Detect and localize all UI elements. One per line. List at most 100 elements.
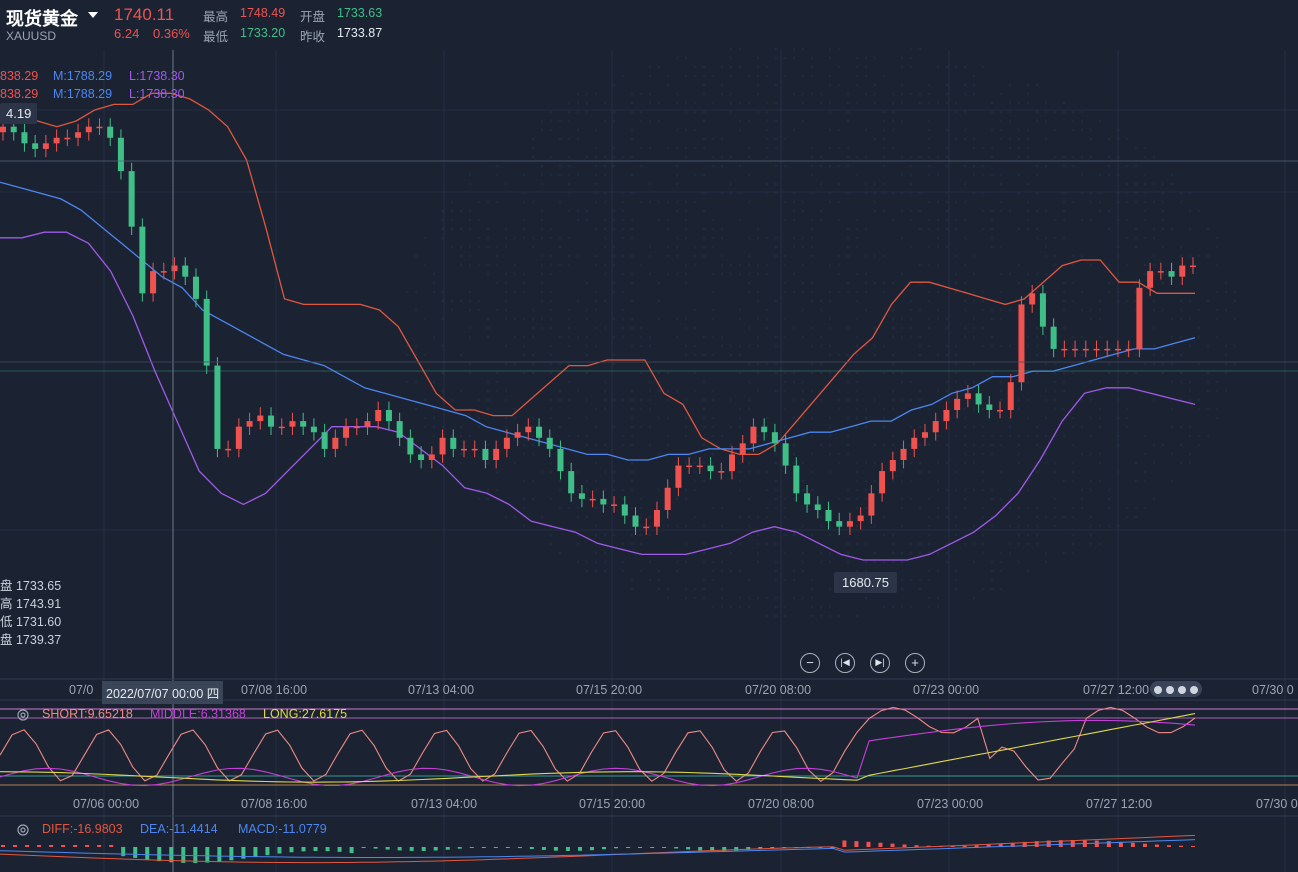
map-dot (1017, 524, 1021, 528)
map-dot (1089, 128, 1093, 132)
map-dot (1062, 389, 1066, 393)
map-dot (1071, 335, 1075, 339)
map-dot (810, 452, 814, 456)
map-dot (792, 452, 796, 456)
map-dot (783, 533, 787, 537)
map-dot (909, 65, 913, 69)
zoom-out-button[interactable]: − (800, 653, 820, 673)
map-dot (675, 317, 679, 321)
macd-bar (481, 847, 486, 848)
map-dot (1017, 461, 1021, 465)
map-dot (882, 110, 886, 114)
macd-bar (61, 845, 66, 847)
map-dot (504, 389, 508, 393)
map-dot (909, 47, 913, 51)
map-dot (1035, 533, 1039, 537)
candle-body (868, 493, 875, 516)
map-dot (801, 47, 805, 51)
map-dot (567, 119, 571, 123)
map-dot (882, 344, 886, 348)
map-dot (594, 506, 598, 510)
map-dot (522, 497, 526, 501)
map-dot (621, 209, 625, 213)
map-dot (459, 227, 463, 231)
map-dot (549, 227, 553, 231)
map-dot (684, 101, 688, 105)
map-dot (585, 344, 589, 348)
map-dot (450, 227, 454, 231)
map-dot (1053, 515, 1057, 519)
instrument-title[interactable]: 现货黄金 (6, 9, 78, 29)
map-dot (774, 362, 778, 366)
skip-back-icon: |◀ (840, 657, 850, 667)
map-dot (693, 596, 697, 600)
map-dot (720, 524, 724, 528)
map-dot (711, 155, 715, 159)
map-dot (981, 434, 985, 438)
map-dot (720, 227, 724, 231)
map-dot (567, 209, 571, 213)
map-dot (954, 272, 958, 276)
map-dot (774, 542, 778, 546)
map-dot (1026, 506, 1030, 510)
settings-icon[interactable] (15, 822, 31, 838)
candle-body (1007, 382, 1014, 410)
map-dot (927, 605, 931, 609)
map-dot (927, 137, 931, 141)
more-options-button[interactable] (1150, 681, 1202, 697)
map-dot (1188, 344, 1192, 348)
map-dot (1089, 317, 1093, 321)
map-dot (927, 83, 931, 87)
scroll-end-button[interactable]: ▶| (870, 653, 890, 673)
zoom-in-button[interactable]: + (905, 653, 925, 673)
crosshair-open: 盘 1733.65 (0, 579, 62, 593)
map-dot (1044, 119, 1048, 123)
settings-icon[interactable] (15, 707, 31, 723)
map-dot (684, 344, 688, 348)
map-dot (630, 218, 634, 222)
map-dot (891, 119, 895, 123)
map-dot (801, 551, 805, 555)
map-dot (963, 218, 967, 222)
map-dot (963, 407, 967, 411)
map-dot (630, 470, 634, 474)
map-dot (720, 434, 724, 438)
map-dot (684, 128, 688, 132)
chevron-down-icon[interactable] (88, 12, 98, 18)
map-dot (1026, 488, 1030, 492)
map-dot (891, 146, 895, 150)
map-dot (783, 497, 787, 501)
map-dot (1071, 299, 1075, 303)
map-dot (576, 209, 580, 213)
map-dot (468, 263, 472, 267)
map-dot (945, 146, 949, 150)
map-dot (774, 605, 778, 609)
map-dot (855, 389, 859, 393)
map-dot (1224, 362, 1228, 366)
map-dot (504, 182, 508, 186)
map-dot (621, 488, 625, 492)
map-dot (981, 227, 985, 231)
map-dot (999, 344, 1003, 348)
candle-body (0, 126, 6, 133)
map-dot (801, 92, 805, 96)
map-dot (918, 470, 922, 474)
map-dot (666, 146, 670, 150)
map-dot (711, 461, 715, 465)
map-dot (783, 551, 787, 555)
map-dot (720, 344, 724, 348)
map-dot (495, 245, 499, 249)
map-dot (918, 308, 922, 312)
map-dot (531, 425, 535, 429)
map-dot (900, 587, 904, 591)
map-dot (594, 155, 598, 159)
map-dot (864, 281, 868, 285)
map-dot (855, 227, 859, 231)
scroll-start-button[interactable]: |◀ (835, 653, 855, 673)
map-dot (657, 119, 661, 123)
map-dot (855, 569, 859, 573)
map-dot (621, 290, 625, 294)
map-dot (810, 614, 814, 618)
map-dot (864, 344, 868, 348)
